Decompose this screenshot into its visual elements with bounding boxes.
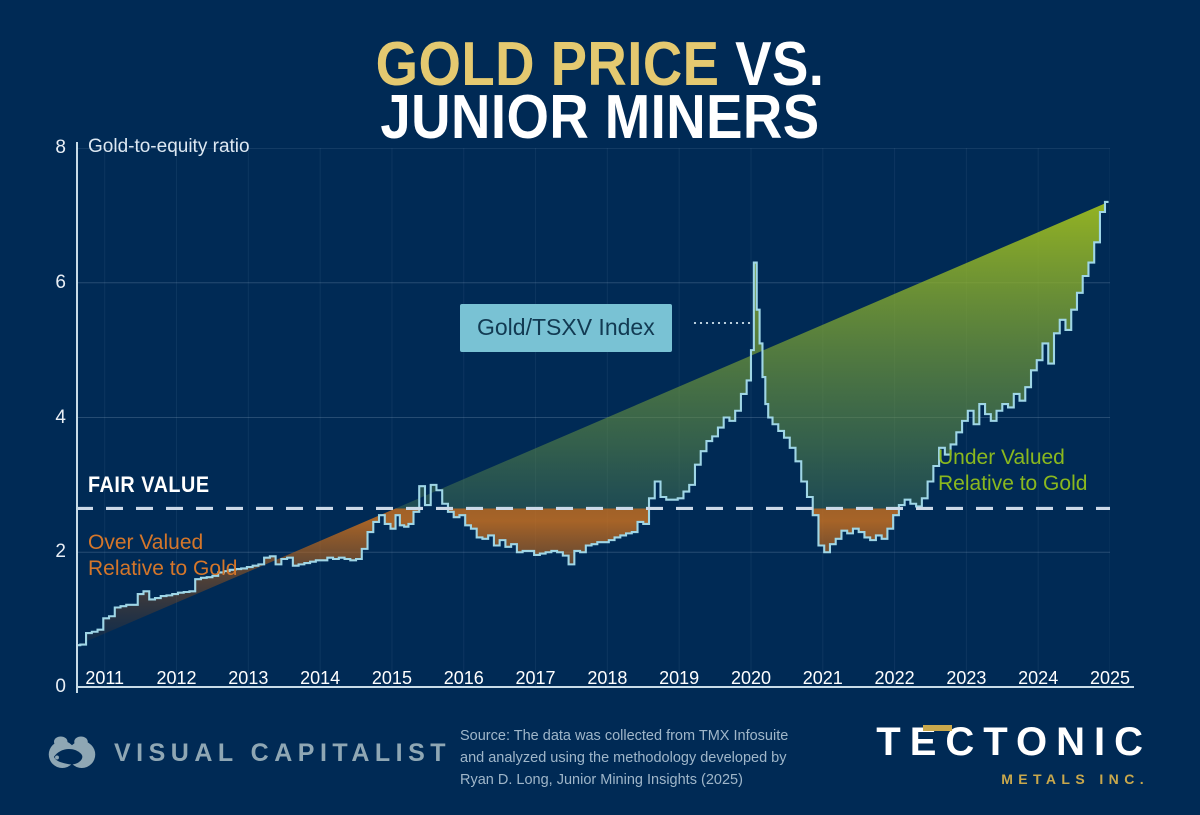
x-tick-label: 2012 (156, 668, 197, 688)
tectonic-metals-logo: TECTONIC METALS INC. (876, 722, 1152, 787)
tectonic-gold-bar-icon (923, 725, 953, 731)
x-tick-label: 2019 (659, 668, 700, 688)
over-valued-annotation: Over Valued Relative to Gold (88, 530, 237, 581)
tectonic-wordmark-text: TECTONIC (876, 720, 1152, 764)
under-valued-line-2: Relative to Gold (938, 471, 1088, 495)
under-valued-area-fill (395, 201, 1109, 509)
title-gold-text: GOLD PRICE (375, 30, 720, 99)
y-tick-label: 2 (55, 541, 66, 563)
x-tick-label: 2021 (802, 668, 843, 688)
x-tick-label: 2018 (587, 668, 628, 688)
y-axis-title: Gold-to-equity ratio (88, 136, 250, 157)
legend-leader-dotted-line (692, 322, 752, 324)
over-valued-line-2: Relative to Gold (88, 556, 238, 580)
y-axis-line (76, 142, 78, 693)
page-title: GOLD PRICE VS. JUNIOR MINERS (0, 34, 1200, 153)
tectonic-wordmark: TECTONIC (876, 722, 1152, 762)
y-tick-label: 6 (55, 271, 66, 293)
visual-capitalist-wordmark: VISUAL CAPITALIST (114, 738, 452, 767)
series-legend-callout: Gold/TSXV Index (460, 304, 672, 352)
x-tick-label: 2013 (228, 668, 269, 688)
x-axis-line (76, 686, 1134, 688)
under-valued-annotation: Under Valued Relative to Gold (938, 445, 1087, 496)
chart-plot-area (76, 147, 1111, 687)
visual-capitalist-logo: VISUAL CAPITALIST (48, 734, 451, 772)
binoculars-icon (48, 736, 96, 768)
source-line-3: Ryan D. Long, Junior Mining Insights (20… (460, 771, 743, 788)
x-tick-label: 2014 (300, 668, 341, 688)
x-tick-label: 2015 (371, 668, 412, 688)
y-tick-label: 4 (55, 406, 66, 428)
title-vs-text: VS. (719, 30, 825, 99)
title-line-1: GOLD PRICE VS. (72, 34, 1128, 96)
fair-value-label: FAIR VALUE (88, 472, 210, 498)
tectonic-subtitle: METALS INC. (1001, 771, 1149, 787)
x-tick-label: 2024 (1018, 668, 1059, 688)
y-tick-label: 8 (55, 137, 66, 158)
x-tick-label: 2025 (1089, 668, 1131, 688)
under-valued-line-1: Under Valued (938, 446, 1065, 469)
x-tick-label: 2022 (874, 668, 915, 688)
x-tick-label: 2023 (946, 668, 987, 688)
source-line-2: and analyzed using the methodology devel… (460, 749, 787, 766)
gold-tsxv-index-line (77, 200, 1109, 647)
source-citation: Source: The data was collected from TMX … (460, 726, 860, 791)
x-tick-label: 2020 (730, 668, 771, 688)
footer: VISUAL CAPITALIST Source: The data was c… (0, 706, 1200, 815)
x-tick-label: 2011 (85, 668, 125, 688)
title-line-2: JUNIOR MINERS (380, 83, 820, 153)
y-tick-label: 0 (55, 676, 66, 697)
source-line-1: Source: The data was collected from TMX … (460, 728, 789, 744)
x-tick-label: 2016 (443, 668, 484, 688)
over-valued-line-1: Over Valued (88, 531, 204, 554)
gold-tsxv-index-chart (76, 147, 1111, 687)
x-tick-label: 2017 (515, 668, 556, 688)
